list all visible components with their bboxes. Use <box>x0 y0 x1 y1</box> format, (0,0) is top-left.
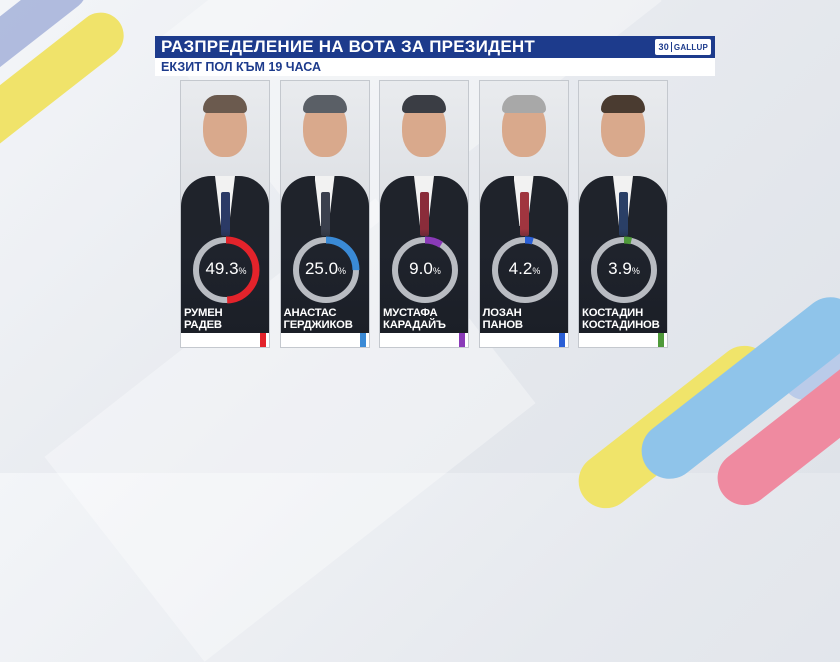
hair-shape <box>601 95 645 113</box>
vote-value: 49.3 <box>205 259 239 278</box>
chart-subtitle: ЕКЗИТ ПОЛ КЪМ 19 ЧАСА <box>161 60 321 74</box>
donut-chart <box>192 236 260 304</box>
candidate-last-name: РАДЕВ <box>184 319 222 331</box>
candidate-card: 9.0% МУСТАФА КАРАДАЙЪ <box>379 80 469 348</box>
candidate-card: 25.0% АНАСТАС ГЕРДЖИКОВ <box>279 80 370 348</box>
party-color-mark <box>558 333 565 347</box>
candidate-last-name: КАРАДАЙЪ <box>383 319 446 331</box>
vote-percentage: 49.3% <box>185 259 267 279</box>
chart-subtitle-bar: ЕКЗИТ ПОЛ КЪМ 19 ЧАСА <box>155 58 715 76</box>
party-color-mark <box>260 333 266 347</box>
candidate-name: ЛОЗАН ПАНОВ <box>483 307 569 331</box>
hair-shape <box>302 95 347 113</box>
tie-shape <box>619 192 628 236</box>
vote-value: 3.9 <box>608 259 632 278</box>
hair-shape <box>402 95 446 113</box>
percent-unit: % <box>238 266 247 276</box>
vote-percentage: 4.2% <box>484 259 566 279</box>
candidate-last-name: ПАНОВ <box>482 319 524 331</box>
donut-value-arc <box>590 236 658 304</box>
tie-shape <box>420 192 429 236</box>
vote-percentage: 3.9% <box>583 259 665 279</box>
party-color-mark <box>359 333 366 347</box>
card-footer <box>380 333 468 347</box>
candidate-name: КОСТАДИН КОСТАДИНОВ <box>582 307 668 331</box>
percent-unit: % <box>532 266 541 276</box>
card-footer <box>479 333 568 347</box>
candidate-name: АНАСТАС ГЕРДЖИКОВ <box>284 307 370 331</box>
tie-shape <box>519 192 529 236</box>
percent-unit: % <box>338 266 347 276</box>
candidate-photo <box>380 81 468 256</box>
vote-percentage: 25.0% <box>285 259 367 279</box>
chart-title: РАЗПРЕДЕЛЕНИЕ НА ВОТА ЗА ПРЕЗИДЕНТ <box>161 37 535 56</box>
tie-shape <box>320 192 330 236</box>
logo-text: GALLUP <box>673 42 708 52</box>
party-color-mark <box>658 333 664 347</box>
candidate-name: РУМЕН РАДЕВ <box>184 307 270 331</box>
chart-header: РАЗПРЕДЕЛЕНИЕ НА ВОТА ЗА ПРЕЗИДЕНТ 30 GA… <box>155 36 715 76</box>
candidate-first-name: ЛОЗАН <box>482 307 522 319</box>
candidate-last-name: ГЕРДЖИКОВ <box>283 319 353 331</box>
tie-shape <box>221 192 230 236</box>
candidate-card: 3.9% КОСТАДИН КОСТАДИНОВ <box>578 80 668 348</box>
vote-value: 9.0 <box>409 259 433 278</box>
candidate-first-name: РУМЕН <box>184 307 223 319</box>
candidate-first-name: КОСТАДИН <box>582 307 644 319</box>
vote-value: 25.0 <box>304 259 339 278</box>
donut-value-arc <box>491 236 558 304</box>
donut-chart <box>590 236 658 304</box>
donut-value-arc <box>391 236 459 304</box>
card-footer <box>280 333 369 347</box>
card-footer <box>579 333 667 347</box>
candidate-first-name: АНАСТАС <box>283 307 337 319</box>
party-color-mark <box>459 333 465 347</box>
donut-value-arc <box>292 236 359 304</box>
donut-chart <box>491 236 558 304</box>
candidate-last-name: КОСТАДИНОВ <box>582 319 660 331</box>
percent-unit: % <box>432 266 441 276</box>
hair-shape <box>203 95 247 113</box>
candidate-first-name: МУСТАФА <box>383 307 438 319</box>
vote-percentage: 9.0% <box>384 259 466 279</box>
donut-chart <box>292 236 359 304</box>
chart-title-bar: РАЗПРЕДЕЛЕНИЕ НА ВОТА ЗА ПРЕЗИДЕНТ 30 GA… <box>155 36 715 58</box>
card-footer <box>181 333 269 347</box>
vote-value: 4.2 <box>508 259 533 278</box>
candidate-card: 4.2% ЛОЗАН ПАНОВ <box>478 80 569 348</box>
donut-value-arc <box>192 236 260 304</box>
hair-shape <box>501 95 546 113</box>
logo-number: 30 <box>658 42 672 52</box>
gallup-logo: 30 GALLUP <box>655 39 711 55</box>
candidate-card: 49.3% РУМЕН РАДЕВ <box>180 80 270 348</box>
donut-chart <box>391 236 459 304</box>
candidate-name: МУСТАФА КАРАДАЙЪ <box>383 307 469 331</box>
percent-unit: % <box>631 266 640 276</box>
